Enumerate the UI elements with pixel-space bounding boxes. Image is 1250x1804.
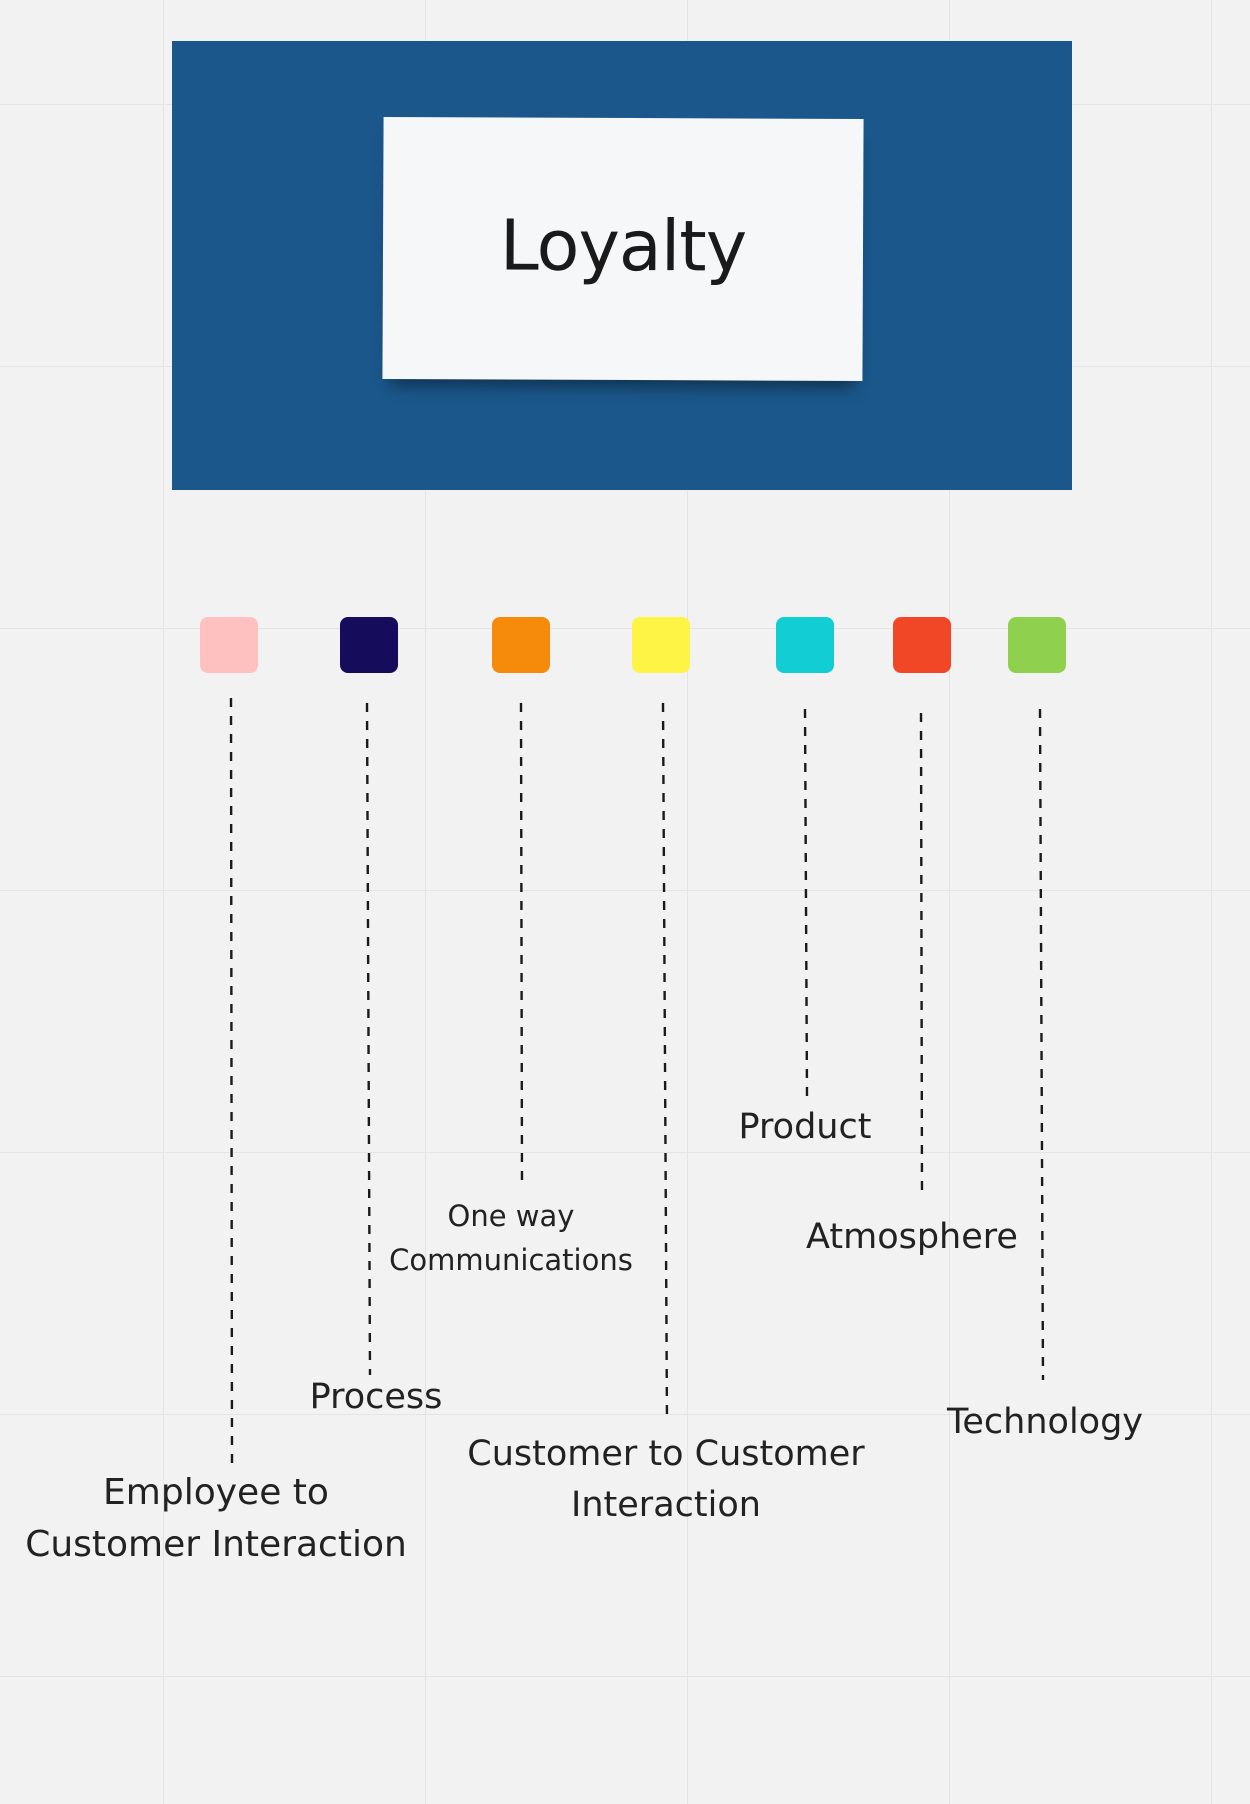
label-technology[interactable]: Technology bbox=[905, 1398, 1185, 1447]
label-line: Technology bbox=[946, 1402, 1144, 1442]
label-line: Atmosphere bbox=[806, 1217, 1018, 1257]
label-customer-to-customer[interactable]: Customer to Customer Interaction bbox=[446, 1429, 886, 1531]
label-line: Communications bbox=[389, 1242, 633, 1277]
label-line: Customer Interaction bbox=[25, 1524, 407, 1566]
label-one-way-communications[interactable]: One way Communications bbox=[371, 1195, 651, 1282]
label-process[interactable]: Process bbox=[276, 1373, 476, 1422]
label-line: Customer to Customer bbox=[467, 1434, 865, 1474]
swatch-one-way-communications[interactable] bbox=[492, 617, 550, 673]
label-line: Process bbox=[309, 1377, 443, 1417]
label-product[interactable]: Product bbox=[705, 1103, 905, 1152]
loyalty-sticky-note[interactable]: Loyalty bbox=[382, 116, 864, 382]
swatch-employee-to-customer[interactable] bbox=[200, 617, 258, 673]
label-line: Interaction bbox=[571, 1484, 761, 1525]
label-employee-to-customer[interactable]: Employee to Customer Interaction bbox=[0, 1467, 432, 1571]
swatch-product[interactable] bbox=[776, 617, 834, 673]
label-line: One way bbox=[447, 1199, 575, 1233]
swatch-customer-to-customer[interactable] bbox=[632, 617, 690, 673]
label-line: Employee to bbox=[103, 1472, 329, 1513]
swatch-technology[interactable] bbox=[1008, 617, 1066, 673]
swatch-process[interactable] bbox=[340, 617, 398, 673]
swatch-atmosphere[interactable] bbox=[893, 617, 951, 673]
label-atmosphere[interactable]: Atmosphere bbox=[772, 1213, 1052, 1262]
sticky-note-text: Loyalty bbox=[499, 204, 747, 288]
label-line: Product bbox=[738, 1107, 872, 1147]
